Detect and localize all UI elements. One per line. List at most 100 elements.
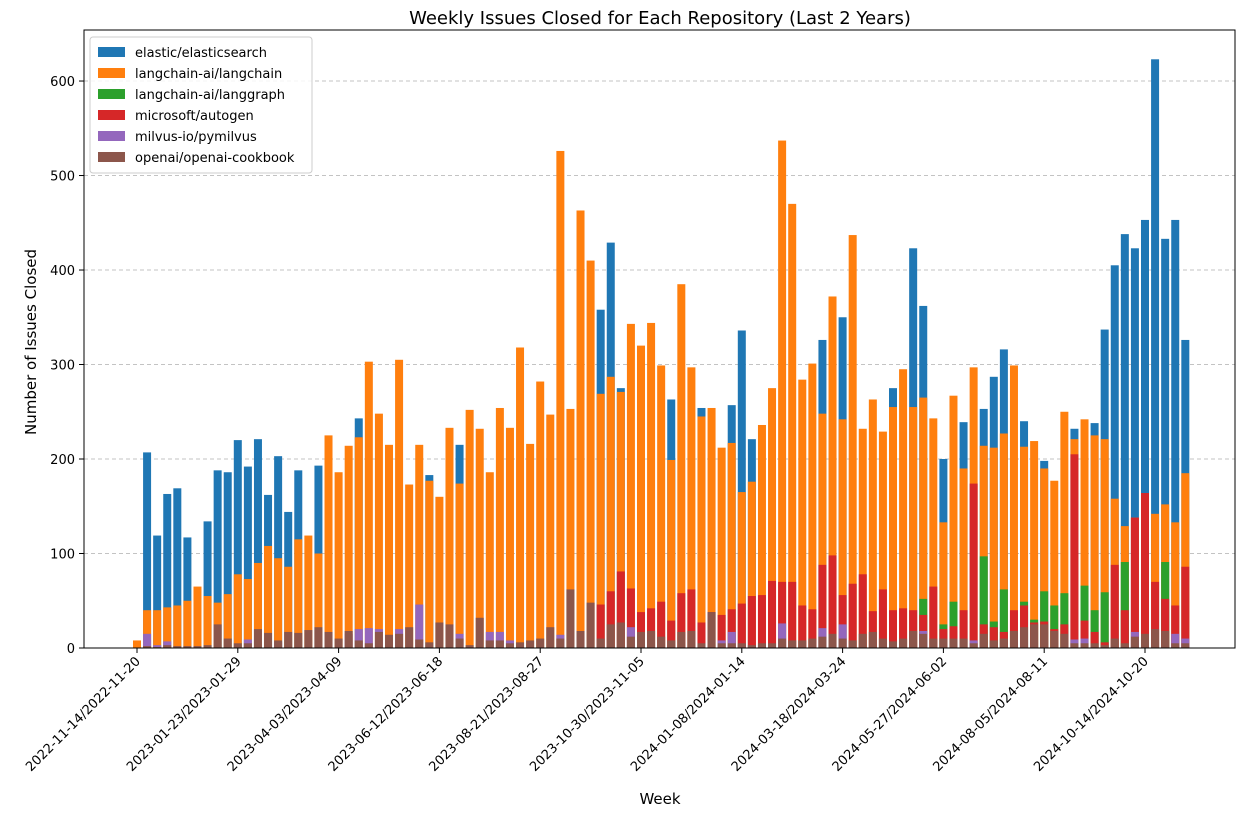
bar xyxy=(747,481,756,648)
bar xyxy=(768,643,777,648)
bar xyxy=(294,539,303,648)
x-tick-label: 2024-03-18/2024-03-24 xyxy=(729,654,850,775)
bar xyxy=(395,633,404,648)
bar xyxy=(1151,513,1160,648)
bar xyxy=(354,629,363,648)
bar xyxy=(143,452,152,648)
bar xyxy=(858,428,867,648)
bar xyxy=(697,622,706,648)
bar xyxy=(939,522,948,648)
y-tick-label: 600 xyxy=(50,75,75,90)
bar xyxy=(264,545,273,648)
bar xyxy=(274,558,283,648)
bar xyxy=(1141,633,1149,648)
bar xyxy=(1120,234,1129,648)
bar xyxy=(828,296,837,648)
bar xyxy=(949,601,958,648)
bar xyxy=(344,445,353,648)
bar xyxy=(253,439,262,648)
bar xyxy=(1080,419,1089,648)
bar xyxy=(1070,454,1079,648)
bar xyxy=(848,235,857,648)
bar xyxy=(253,562,262,648)
bar xyxy=(757,643,766,648)
bar xyxy=(757,595,766,648)
bar xyxy=(1151,581,1160,648)
bar xyxy=(737,330,746,648)
bar xyxy=(798,640,807,648)
bar xyxy=(385,444,393,648)
bar xyxy=(1030,624,1039,648)
bar xyxy=(1090,631,1099,648)
bar xyxy=(798,605,807,648)
bar xyxy=(304,630,313,648)
bar xyxy=(838,419,847,648)
bar xyxy=(878,431,887,648)
bar xyxy=(1110,638,1119,648)
bar xyxy=(1020,627,1029,648)
bar xyxy=(153,610,162,648)
bar xyxy=(979,556,988,648)
bar xyxy=(818,413,827,648)
bar xyxy=(1050,605,1059,648)
bar xyxy=(546,414,555,648)
bar xyxy=(475,617,484,648)
bar xyxy=(939,638,948,648)
bar xyxy=(435,496,444,648)
bar xyxy=(203,521,212,648)
bar xyxy=(1161,598,1170,648)
bar xyxy=(1161,630,1170,648)
plot-frame xyxy=(83,29,1236,649)
bar xyxy=(173,605,182,648)
bar xyxy=(1080,585,1089,648)
bar xyxy=(657,365,666,648)
bar xyxy=(909,610,918,648)
bar xyxy=(334,638,343,648)
bar xyxy=(1110,564,1119,648)
bar xyxy=(626,588,635,648)
bar xyxy=(939,629,948,648)
bar xyxy=(677,631,686,648)
bar xyxy=(556,638,565,648)
bar xyxy=(596,604,605,648)
bar xyxy=(344,630,353,648)
bar xyxy=(163,645,172,648)
bar xyxy=(1141,219,1149,648)
bar xyxy=(1161,238,1170,648)
bar xyxy=(425,642,434,648)
bar xyxy=(445,624,454,648)
bar xyxy=(1120,562,1129,648)
bar xyxy=(354,640,363,648)
bar xyxy=(949,626,958,648)
bar xyxy=(1050,630,1059,648)
bar xyxy=(425,480,434,648)
bar xyxy=(778,638,787,648)
bar xyxy=(616,622,625,648)
bar xyxy=(1130,636,1139,648)
bar xyxy=(284,631,293,648)
bar xyxy=(243,466,252,648)
bar xyxy=(667,640,676,648)
bar xyxy=(1181,566,1190,648)
bar xyxy=(788,640,797,648)
bar xyxy=(838,595,847,648)
bar xyxy=(1009,610,1018,648)
bar xyxy=(354,437,363,648)
bar xyxy=(203,645,212,648)
bar xyxy=(858,574,867,648)
bar xyxy=(133,640,141,648)
bar xyxy=(546,627,555,648)
legend-label: openai/openai-cookbook xyxy=(135,151,295,166)
bar xyxy=(999,589,1008,648)
bar xyxy=(727,631,736,648)
bar xyxy=(848,583,857,648)
bar xyxy=(485,472,494,648)
bar xyxy=(1100,592,1109,648)
bar xyxy=(324,631,333,648)
bar xyxy=(495,631,504,648)
bar xyxy=(173,646,182,648)
bar xyxy=(647,322,656,648)
bar xyxy=(556,150,565,648)
bar xyxy=(757,424,766,648)
